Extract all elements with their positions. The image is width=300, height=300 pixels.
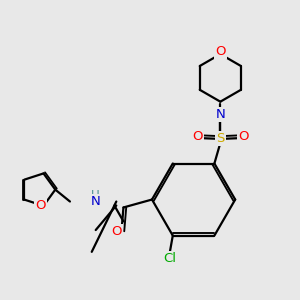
Text: N: N	[215, 108, 225, 121]
Text: O: O	[215, 45, 226, 58]
Text: O: O	[238, 130, 249, 143]
Text: N: N	[91, 195, 100, 208]
Text: O: O	[35, 199, 46, 212]
Text: Cl: Cl	[163, 252, 176, 265]
Text: O: O	[192, 130, 202, 143]
Text: S: S	[216, 132, 224, 146]
Text: H: H	[91, 189, 100, 202]
Text: O: O	[111, 225, 122, 238]
